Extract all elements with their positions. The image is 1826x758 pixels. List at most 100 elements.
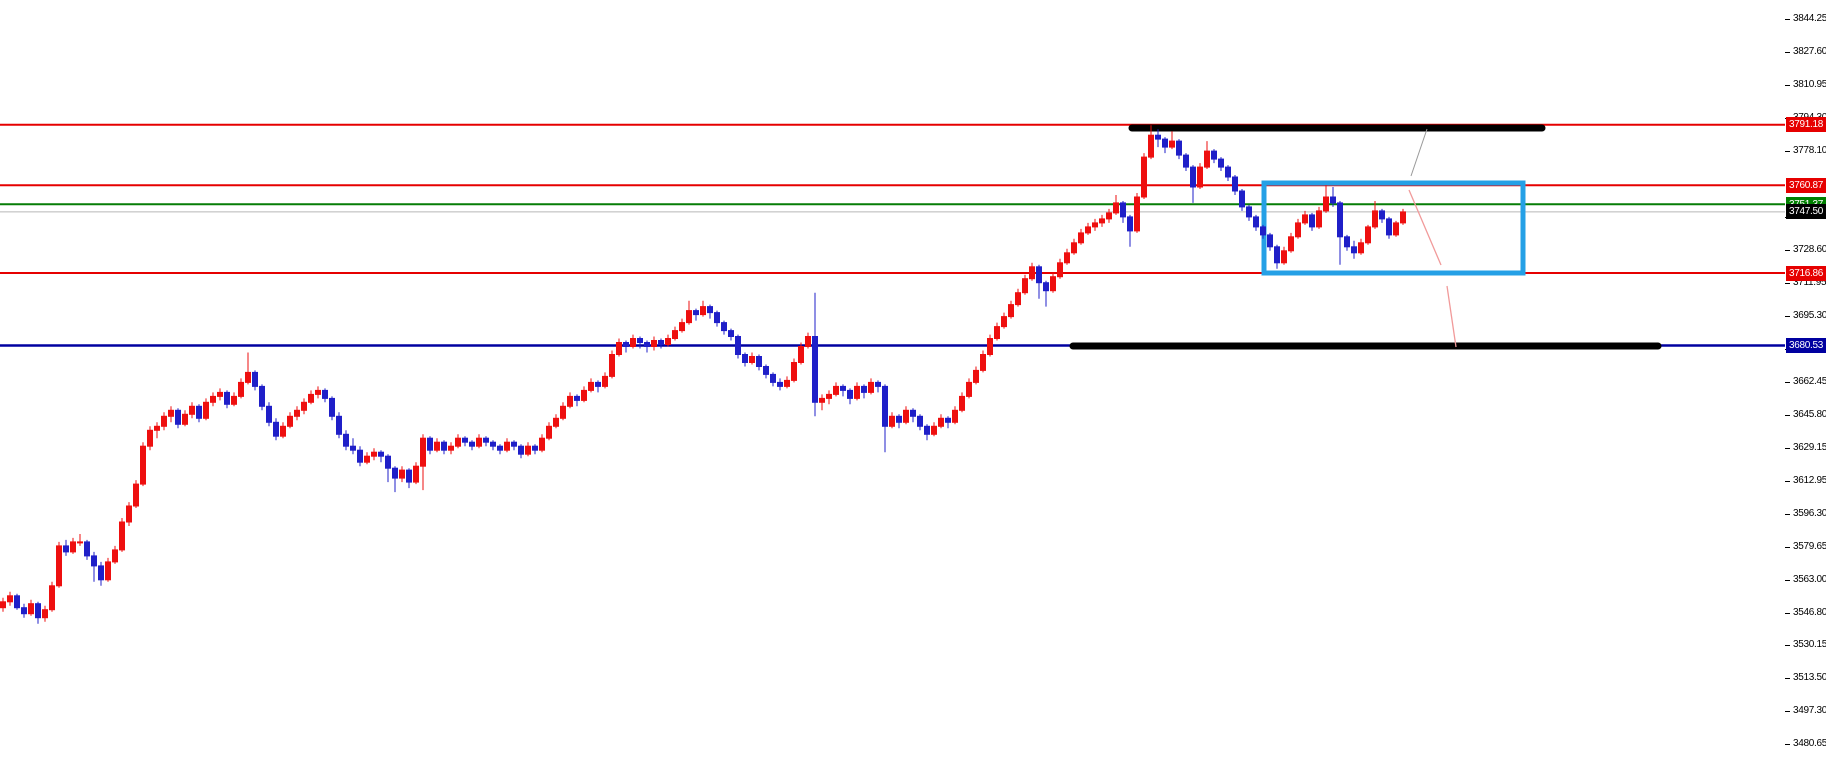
candlestick [1029,262,1035,281]
candlestick [7,591,13,606]
candle-body [539,437,545,451]
candlestick [35,601,41,624]
axis-tick-label: 3711.95 [1793,277,1826,288]
candlestick [896,414,902,429]
candlestick [462,436,468,447]
candlestick [525,442,531,457]
candlestick [1344,234,1350,251]
candle-body [35,603,41,619]
candle-body [637,338,643,343]
axis-tick-dash [1785,19,1790,20]
candle-body [1169,140,1175,148]
candlestick [182,410,188,427]
candlestick [1211,149,1217,164]
candle-body [350,445,356,451]
candle-body [840,385,846,391]
candle-body [798,346,804,363]
candle-body [763,366,769,375]
candle-body [1323,196,1329,212]
candlestick [1204,141,1210,169]
candlestick [553,414,559,429]
axis-tick-label: 3645.80 [1793,409,1826,420]
candle-body [609,354,615,377]
candle-body [231,395,237,405]
candle-body [805,336,811,347]
candlestick [1351,240,1357,259]
candle-body [1106,212,1112,220]
candlestick [644,340,650,353]
projection-line-down-2[interactable] [1446,285,1457,348]
candlestick [623,340,629,353]
candle-body [847,389,853,399]
candlestick [595,380,601,393]
candle-body [903,409,909,423]
projection-line-down-1[interactable] [1408,189,1442,266]
candlestick [273,418,279,441]
candle-body [476,437,482,447]
candle-body [448,445,454,451]
candle-body [1029,266,1035,280]
candlestick [1337,201,1343,265]
candlestick [91,551,97,582]
axis-tick-dash [1785,151,1790,152]
candlestick [910,408,916,423]
axis-tick-dash [1785,678,1790,679]
candlestick [504,438,510,453]
chart-canvas[interactable] [0,0,1785,758]
candle-body [1288,236,1294,252]
candlestick [602,372,608,389]
axis-tick-label: 3530.15 [1793,639,1826,650]
axis-tick-dash [1785,481,1790,482]
candle-body [875,381,881,387]
axis-tick-dash [1785,250,1790,251]
candlestick [749,352,755,365]
candle-body [602,375,608,387]
candlestick [224,390,230,409]
candlestick [931,422,937,437]
candle-body [1309,214,1315,228]
candlestick [560,402,566,421]
candlestick [959,392,965,413]
candle-body [112,549,118,563]
candlestick [154,422,160,439]
candle-body [1358,242,1364,254]
candlestick [868,378,874,395]
candle-body [595,381,601,387]
candle-body [686,310,692,324]
candle-body [77,541,83,544]
candle-body [84,541,90,557]
candlestick [756,354,762,371]
candle-body [1211,150,1217,160]
price-axis[interactable]: 3844.253827.603810.953794.303778.103744.… [1785,0,1826,758]
candle-body [203,401,209,419]
support-line-3716-price-tag: 3716.86 [1786,265,1826,281]
axis-tick-label: 3810.95 [1793,79,1826,90]
candle-body [1393,222,1399,236]
candlestick [126,502,132,526]
candlestick [252,370,258,391]
candlestick [0,597,6,612]
candle-body [301,401,307,411]
candlestick [1281,246,1287,265]
candle-body [728,330,734,338]
candle-body [1386,218,1392,236]
current-price-line-price-tag: 3747.50 [1786,204,1826,220]
candlestick [322,388,328,403]
candle-body [168,409,174,417]
candle-body [49,585,55,611]
candlestick [672,326,678,341]
candlestick [294,406,300,421]
projection-line-up[interactable] [1410,128,1428,177]
axis-tick-label: 3513.50 [1793,672,1826,683]
candle-body [490,441,496,447]
candle-body [511,441,517,447]
candle-body [238,381,244,397]
candle-body [406,469,412,483]
candlestick [546,422,552,441]
candle-body [700,306,706,316]
candle-body [336,415,342,435]
candlestick [1267,232,1273,251]
candlestick [798,342,804,365]
candle-body [1057,262,1063,278]
